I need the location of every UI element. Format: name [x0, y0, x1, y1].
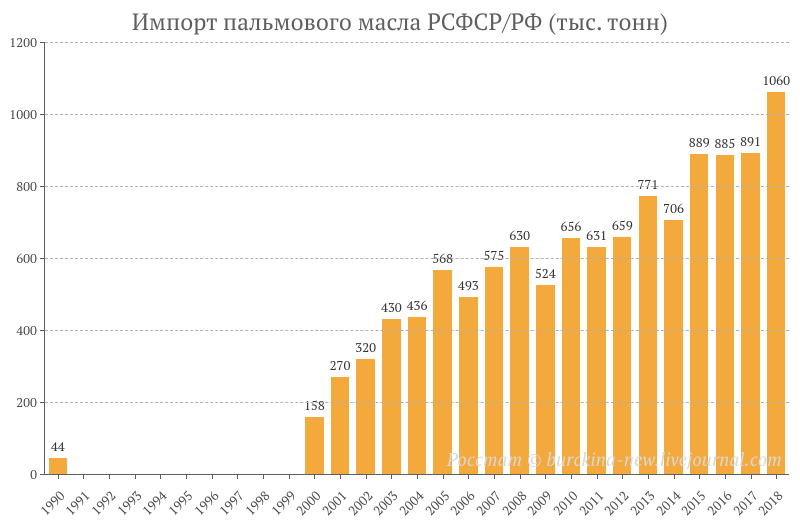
y-tick-label: 200 [1, 393, 37, 411]
bar [356, 359, 374, 474]
bar-value-label: 630 [509, 226, 530, 244]
bar-value-label: 430 [381, 298, 402, 316]
x-tick-mark [237, 474, 238, 479]
bar-value-label: 575 [484, 246, 505, 264]
x-tick-label: 2018 [750, 487, 787, 521]
x-tick-mark [289, 474, 290, 479]
y-tick-mark [40, 186, 45, 187]
bar-value-label: 524 [535, 264, 556, 282]
bar [433, 270, 451, 474]
x-tick-mark [545, 474, 546, 479]
x-tick-mark [212, 474, 213, 479]
bar [587, 247, 605, 474]
x-tick-mark [622, 474, 623, 479]
y-tick-mark [40, 258, 45, 259]
y-tick-label: 800 [1, 177, 37, 195]
x-tick-mark [263, 474, 264, 479]
bar [408, 317, 426, 474]
bar [562, 238, 580, 474]
plot-area: 4415827032043043656849357563052465663165… [44, 42, 789, 475]
bar-value-label: 436 [407, 296, 428, 314]
grid-line [45, 258, 789, 259]
x-tick-mark [135, 474, 136, 479]
x-tick-mark [468, 474, 469, 479]
bar-value-label: 493 [458, 276, 479, 294]
bar [331, 377, 349, 474]
bar [613, 237, 631, 474]
x-tick-mark [699, 474, 700, 479]
x-tick-mark [494, 474, 495, 479]
bar-value-label: 706 [663, 199, 684, 217]
grid-line [45, 42, 789, 43]
chart-container: Импорт пальмового масла РСФСР/РФ (тыс. т… [0, 0, 800, 521]
bar-value-label: 270 [330, 356, 351, 374]
bar-value-label: 320 [355, 338, 376, 356]
grid-line [45, 186, 789, 187]
bar [716, 155, 734, 474]
bar [382, 319, 400, 474]
bar [536, 285, 554, 474]
bar-value-label: 158 [304, 396, 325, 414]
y-tick-label: 600 [1, 249, 37, 267]
chart-title: Импорт пальмового масла РСФСР/РФ (тыс. т… [0, 6, 800, 37]
x-tick-mark [776, 474, 777, 479]
bar [741, 153, 759, 474]
x-tick-mark [674, 474, 675, 479]
x-tick-mark [648, 474, 649, 479]
x-tick-mark [571, 474, 572, 479]
y-tick-mark [40, 402, 45, 403]
bar-value-label: 771 [637, 175, 658, 193]
x-tick-mark [58, 474, 59, 479]
bar-value-label: 44 [51, 437, 65, 455]
x-tick-mark [751, 474, 752, 479]
x-tick-mark [186, 474, 187, 479]
grid-line [45, 114, 789, 115]
bar [767, 92, 785, 474]
y-tick-mark [40, 474, 45, 475]
x-tick-mark [109, 474, 110, 479]
x-tick-mark [314, 474, 315, 479]
x-tick-mark [160, 474, 161, 479]
y-tick-mark [40, 42, 45, 43]
y-tick-label: 0 [1, 465, 37, 483]
bar-value-label: 885 [714, 134, 735, 152]
x-tick-mark [443, 474, 444, 479]
y-tick-mark [40, 114, 45, 115]
y-tick-label: 1200 [1, 33, 37, 51]
bar-value-label: 1060 [762, 71, 790, 89]
x-tick-mark [83, 474, 84, 479]
bar [459, 297, 477, 474]
bar [690, 154, 708, 474]
y-tick-label: 1000 [1, 105, 37, 123]
x-tick-mark [391, 474, 392, 479]
bar-value-label: 889 [689, 133, 710, 151]
y-tick-label: 400 [1, 321, 37, 339]
x-tick-mark [366, 474, 367, 479]
x-tick-mark [597, 474, 598, 479]
x-tick-mark [417, 474, 418, 479]
x-tick-mark [725, 474, 726, 479]
bar-value-label: 891 [740, 132, 761, 150]
bar [485, 267, 503, 474]
bar [510, 247, 528, 474]
bar [305, 417, 323, 474]
bar-value-label: 659 [612, 216, 633, 234]
grid-line [45, 402, 789, 403]
bar-value-label: 631 [586, 226, 607, 244]
bar [49, 458, 67, 474]
x-tick-mark [340, 474, 341, 479]
bar [639, 196, 657, 474]
bar-value-label: 656 [561, 217, 582, 235]
grid-line [45, 330, 789, 331]
x-tick-mark [520, 474, 521, 479]
y-tick-mark [40, 330, 45, 331]
